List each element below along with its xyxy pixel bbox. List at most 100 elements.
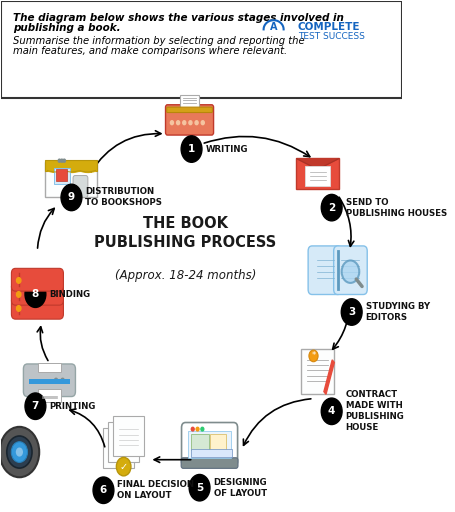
FancyArrowPatch shape bbox=[339, 197, 354, 246]
Text: PRINTING: PRINTING bbox=[50, 402, 96, 411]
Text: DESIGNING
OF LAYOUT: DESIGNING OF LAYOUT bbox=[213, 478, 267, 498]
FancyBboxPatch shape bbox=[54, 168, 70, 184]
Circle shape bbox=[195, 121, 198, 124]
Text: FINAL DECISION
ON LAYOUT: FINAL DECISION ON LAYOUT bbox=[117, 480, 194, 500]
Circle shape bbox=[201, 121, 204, 124]
FancyBboxPatch shape bbox=[188, 431, 231, 458]
FancyBboxPatch shape bbox=[296, 158, 339, 189]
FancyBboxPatch shape bbox=[29, 379, 70, 383]
Circle shape bbox=[93, 477, 114, 503]
Text: WRITING: WRITING bbox=[206, 144, 248, 154]
FancyBboxPatch shape bbox=[210, 434, 226, 450]
Circle shape bbox=[16, 306, 21, 311]
FancyBboxPatch shape bbox=[301, 349, 334, 394]
Circle shape bbox=[7, 436, 32, 468]
Text: 3: 3 bbox=[348, 307, 355, 317]
Text: SEND TO
PUBLISHING HOUSES: SEND TO PUBLISHING HOUSES bbox=[346, 198, 447, 218]
FancyBboxPatch shape bbox=[181, 458, 238, 468]
Text: BINDING: BINDING bbox=[50, 290, 91, 298]
Circle shape bbox=[191, 428, 194, 431]
Circle shape bbox=[321, 398, 342, 424]
Text: CONTRACT
MADE WITH
PUBLISHING
HOUSE: CONTRACT MADE WITH PUBLISHING HOUSE bbox=[346, 390, 404, 433]
Text: 7: 7 bbox=[32, 401, 39, 411]
Text: 1: 1 bbox=[188, 144, 195, 154]
Circle shape bbox=[63, 159, 66, 162]
Text: *: * bbox=[311, 351, 316, 360]
FancyArrowPatch shape bbox=[70, 409, 105, 447]
Circle shape bbox=[58, 159, 61, 162]
Circle shape bbox=[61, 378, 64, 382]
Text: TEST SUCCESS: TEST SUCCESS bbox=[298, 32, 364, 41]
FancyBboxPatch shape bbox=[11, 268, 63, 291]
Text: COMPLETE: COMPLETE bbox=[298, 22, 360, 32]
FancyBboxPatch shape bbox=[38, 389, 61, 402]
Circle shape bbox=[309, 350, 318, 362]
Circle shape bbox=[16, 278, 21, 283]
FancyBboxPatch shape bbox=[305, 166, 330, 186]
Circle shape bbox=[342, 261, 359, 283]
Text: 4: 4 bbox=[328, 407, 335, 416]
Text: ✓: ✓ bbox=[120, 462, 128, 472]
Polygon shape bbox=[297, 159, 339, 169]
FancyArrowPatch shape bbox=[204, 136, 310, 157]
Circle shape bbox=[25, 281, 46, 307]
Text: 6: 6 bbox=[100, 485, 107, 495]
FancyArrowPatch shape bbox=[154, 457, 191, 462]
FancyArrowPatch shape bbox=[38, 208, 54, 248]
Circle shape bbox=[181, 136, 202, 162]
FancyBboxPatch shape bbox=[167, 107, 212, 113]
Circle shape bbox=[116, 457, 131, 476]
FancyBboxPatch shape bbox=[46, 162, 97, 198]
Circle shape bbox=[177, 121, 180, 124]
Text: 9: 9 bbox=[68, 193, 75, 202]
Circle shape bbox=[55, 378, 58, 382]
Circle shape bbox=[0, 427, 39, 477]
FancyBboxPatch shape bbox=[334, 246, 367, 294]
FancyArrowPatch shape bbox=[243, 399, 311, 445]
Text: The diagram below shows the various stages involved in: The diagram below shows the various stag… bbox=[13, 13, 344, 23]
FancyBboxPatch shape bbox=[38, 364, 61, 372]
Text: STUDYING BY
EDITORS: STUDYING BY EDITORS bbox=[366, 302, 430, 322]
FancyBboxPatch shape bbox=[11, 282, 63, 305]
Text: Summarise the information by selecting and reporting the: Summarise the information by selecting a… bbox=[13, 35, 305, 46]
FancyBboxPatch shape bbox=[191, 434, 209, 450]
Text: THE BOOK
PUBLISHING PROCESS: THE BOOK PUBLISHING PROCESS bbox=[95, 216, 277, 250]
Text: main features, and make comparisons where relevant.: main features, and make comparisons wher… bbox=[13, 46, 288, 56]
Circle shape bbox=[16, 292, 21, 297]
Circle shape bbox=[16, 447, 23, 457]
FancyBboxPatch shape bbox=[46, 160, 97, 172]
Circle shape bbox=[170, 121, 173, 124]
FancyBboxPatch shape bbox=[11, 296, 63, 319]
FancyBboxPatch shape bbox=[108, 422, 139, 462]
FancyBboxPatch shape bbox=[182, 422, 238, 466]
Circle shape bbox=[201, 428, 204, 431]
FancyBboxPatch shape bbox=[308, 246, 342, 294]
Text: 5: 5 bbox=[196, 483, 203, 493]
Circle shape bbox=[341, 299, 362, 325]
FancyArrowPatch shape bbox=[91, 131, 161, 172]
Text: A: A bbox=[270, 22, 278, 32]
Circle shape bbox=[321, 195, 342, 221]
FancyBboxPatch shape bbox=[56, 169, 67, 181]
FancyBboxPatch shape bbox=[112, 416, 144, 456]
Circle shape bbox=[11, 442, 27, 462]
FancyBboxPatch shape bbox=[191, 449, 232, 457]
Text: (Approx. 18-24 months): (Approx. 18-24 months) bbox=[115, 269, 256, 282]
Circle shape bbox=[183, 121, 186, 124]
Text: DISTRIBUTION
TO BOOKSHOPS: DISTRIBUTION TO BOOKSHOPS bbox=[86, 187, 162, 207]
FancyBboxPatch shape bbox=[180, 95, 199, 110]
FancyArrowPatch shape bbox=[37, 327, 48, 360]
Circle shape bbox=[25, 393, 46, 419]
Circle shape bbox=[61, 184, 82, 210]
Circle shape bbox=[189, 121, 192, 124]
Polygon shape bbox=[324, 360, 334, 394]
FancyBboxPatch shape bbox=[73, 176, 88, 198]
FancyBboxPatch shape bbox=[1, 2, 402, 98]
FancyArrowPatch shape bbox=[333, 300, 350, 349]
FancyBboxPatch shape bbox=[166, 105, 213, 135]
Text: 8: 8 bbox=[32, 289, 39, 299]
FancyBboxPatch shape bbox=[103, 429, 134, 468]
Text: publishing a book.: publishing a book. bbox=[13, 23, 121, 33]
Circle shape bbox=[196, 428, 199, 431]
Circle shape bbox=[189, 475, 210, 501]
